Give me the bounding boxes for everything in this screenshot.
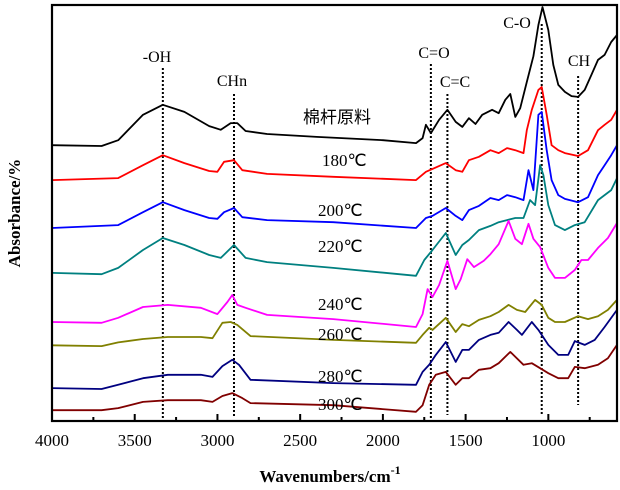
series-label-240: 240℃ — [318, 295, 363, 314]
x-axis-title-text: Wavenumbers/cm — [259, 467, 390, 486]
series-line-7 — [52, 344, 618, 413]
series-label-220: 220℃ — [318, 237, 363, 256]
x-tick-label: 4000 — [35, 431, 69, 450]
series-label-300: 300℃ — [318, 395, 363, 414]
x-tick-label: 2000 — [366, 431, 400, 450]
series-line-2 — [51, 111, 618, 229]
series-line-0 — [51, 6, 618, 147]
series-line-3 — [51, 164, 618, 277]
series-label-260: 260℃ — [318, 325, 363, 344]
x-tick-label: 1000 — [531, 431, 565, 450]
x-axis-title-superscript: -1 — [391, 463, 401, 477]
x-tick-label: 3500 — [118, 431, 152, 450]
series-label-180: 180℃ — [322, 151, 367, 170]
series-line-1 — [51, 86, 618, 182]
series-label-280: 280℃ — [318, 367, 363, 386]
x-tick-label: 2500 — [283, 431, 317, 450]
annotation-oh: -OH — [143, 49, 172, 66]
series-label-raw: 棉杆原料 — [303, 108, 371, 128]
annotation-chn: CHn — [217, 73, 247, 90]
annotation-ch: CH — [568, 53, 591, 70]
y-axis-title: Absorbance/% — [5, 159, 24, 268]
annotation-c-eq-c: C=C — [440, 74, 470, 91]
annotation-c-eq-o: C=O — [418, 45, 449, 62]
x-tick-label: 3000 — [200, 431, 234, 450]
x-axis-title: Wavenumbers/cm-1 — [259, 463, 400, 486]
series-lines — [51, 6, 618, 413]
x-tick-label: 1500 — [449, 431, 483, 450]
series-line-4 — [51, 219, 618, 328]
x-axis-ticks — [51, 414, 591, 421]
annotation-c-o: C-O — [503, 15, 531, 32]
x-axis-tick-labels: 4000 3500 3000 2500 2000 1500 1000 — [35, 431, 565, 450]
plot-frame — [50, 3, 619, 423]
series-line-6 — [51, 309, 618, 390]
series-label-200: 200℃ — [318, 201, 363, 220]
series-line-5 — [51, 298, 618, 348]
